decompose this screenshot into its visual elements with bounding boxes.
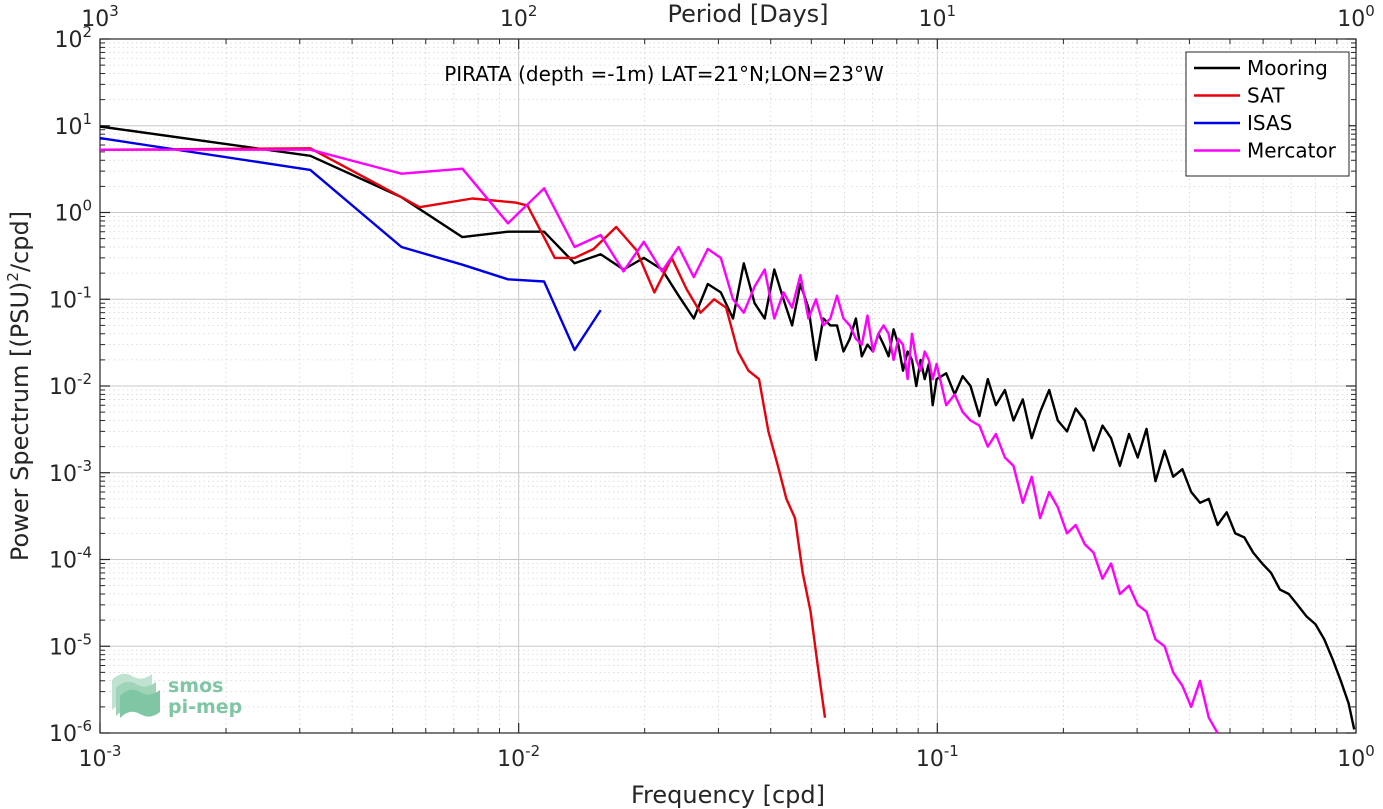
y-tick-label: 10-5: [49, 630, 92, 660]
watermark-line2: pi-mep: [168, 696, 242, 718]
x-axis-label: Frequency [cpd]: [631, 781, 825, 809]
top-tick-labels: 103 102 101 100: [81, 2, 1375, 32]
y-tick-label: 10-6: [49, 717, 92, 747]
y-tick-label: 10-4: [49, 544, 92, 574]
y-axis-label-sup: 2: [4, 272, 22, 282]
legend-label-isas: ISAS: [1247, 111, 1292, 135]
legend-label-mercator: Mercator: [1247, 139, 1337, 163]
x-tick-labels: 10-3 10-2 10-1 100: [79, 742, 1375, 772]
y-tick-labels: 10-6 10-5 10-4 10-3 10-2 10-1 100 101 102: [49, 23, 92, 747]
series-line-sat: [99, 147, 827, 718]
legend-box: [1185, 51, 1350, 177]
y-axis-label-main: Power Spectrum [(PSU): [6, 282, 34, 561]
legend-label-sat: SAT: [1247, 84, 1285, 108]
y-axis-label-tail: /cpd]: [6, 211, 34, 272]
series-line-mooring: [99, 125, 1356, 730]
legend-label-mooring: Mooring: [1247, 56, 1328, 80]
top-tick-label: 103: [81, 2, 119, 32]
y-tick-label: 100: [54, 197, 92, 227]
y-tick-label: 10-2: [49, 370, 92, 400]
smos-pi-mep-logo: smos pi-mep: [112, 673, 242, 718]
x-tick-label: 10-1: [916, 742, 959, 772]
x-tick-label: 100: [1337, 742, 1375, 772]
y-tick-label: 102: [54, 23, 92, 53]
series-line-isas: [99, 136, 602, 352]
y-tick-label: 10-1: [49, 283, 92, 313]
top-tick-label: 101: [919, 2, 957, 32]
x-tick-label: 10-3: [79, 742, 122, 772]
top-axis-label: Period [Days]: [667, 0, 828, 28]
top-tick-label: 102: [500, 2, 538, 32]
watermark-line1: smos: [168, 675, 223, 697]
legend: Mooring SAT ISAS Mercator: [1185, 51, 1350, 177]
logo-waves-icon: [112, 673, 160, 718]
chart-title: PIRATA (depth =-1m) LAT=21°N;LON=23°W: [444, 62, 884, 86]
series-line-mercator: [100, 148, 1219, 734]
x-tick-label: 10-2: [497, 742, 540, 772]
top-tick-label: 100: [1337, 2, 1375, 32]
series-lines: [99, 125, 1356, 734]
major-grid: [99, 38, 1357, 734]
y-tick-label: 101: [54, 110, 92, 140]
y-axis-label: Power Spectrum [(PSU)2/cpd]: [4, 211, 34, 561]
y-tick-label: 10-3: [49, 457, 92, 487]
